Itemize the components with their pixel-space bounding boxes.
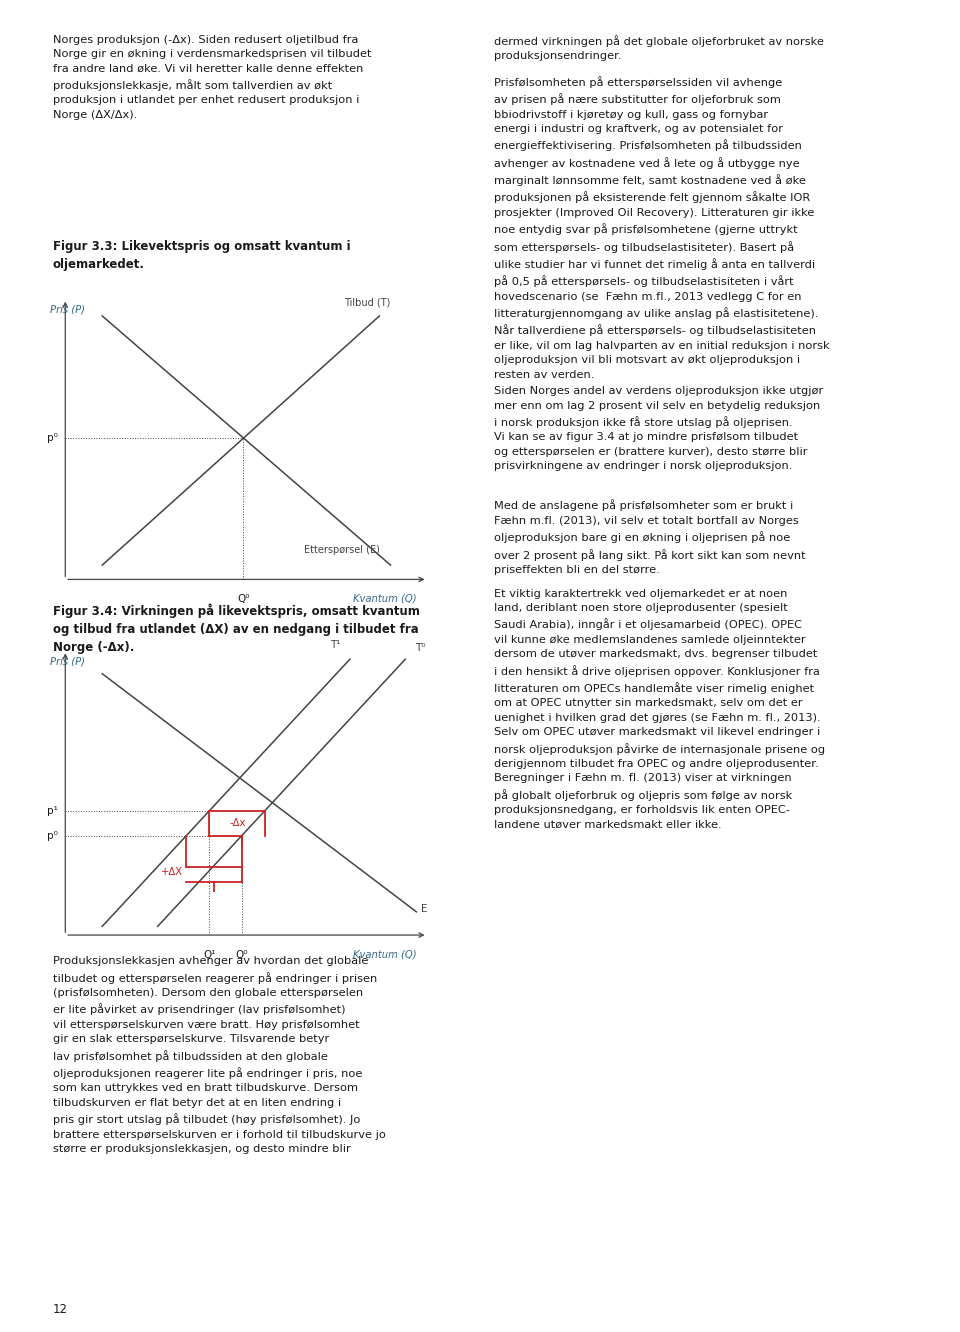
Text: E: E	[420, 904, 427, 914]
Text: Etterspørsel (E): Etterspørsel (E)	[303, 545, 379, 555]
Text: dermed virkningen på det globale oljeforbruket av norske
produksjonsendringer.: dermed virkningen på det globale oljefor…	[494, 35, 825, 61]
Text: Pris (P): Pris (P)	[51, 657, 85, 666]
Text: Figur 3.4: Virkningen på likevektspris, omsatt kvantum
og tilbud fra utlandet (Δ: Figur 3.4: Virkningen på likevektspris, …	[53, 603, 420, 654]
Text: p⁰: p⁰	[47, 433, 58, 444]
Text: Produksjonslekkasjen avhenger av hvordan det globale
tilbudet og etterspørselen : Produksjonslekkasjen avhenger av hvordan…	[53, 956, 386, 1154]
Text: Q⁰: Q⁰	[237, 594, 250, 603]
Text: p¹: p¹	[47, 806, 58, 817]
Text: Tilbud (T): Tilbud (T)	[344, 297, 391, 308]
Text: Et viktig karaktertrekk ved oljemarkedet er at noen
land, deriblant noen store o: Et viktig karaktertrekk ved oljemarkedet…	[494, 589, 826, 830]
Text: Q¹: Q¹	[203, 950, 216, 959]
Text: T⁰: T⁰	[415, 643, 425, 654]
Text: Figur 3.3: Likevektspris og omsatt kvantum i
oljemarkedet.: Figur 3.3: Likevektspris og omsatt kvant…	[53, 240, 350, 270]
Text: T¹: T¹	[330, 641, 341, 650]
Text: Kvantum (Q): Kvantum (Q)	[352, 594, 417, 603]
Text: Pris (P): Pris (P)	[51, 305, 85, 314]
Text: Kvantum (Q): Kvantum (Q)	[352, 950, 417, 959]
Text: Prisfølsomheten på etterspørselssiden vil avhenge
av prisen på nære substitutter: Prisfølsomheten på etterspørselssiden vi…	[494, 76, 830, 380]
Text: +ΔX: +ΔX	[160, 867, 182, 878]
Text: Q⁰: Q⁰	[235, 950, 248, 959]
Text: Norges produksjon (-Δx). Siden redusert oljetilbud fra
Norge gir en økning i ver: Norges produksjon (-Δx). Siden redusert …	[53, 35, 372, 120]
Text: 12: 12	[53, 1303, 68, 1316]
Text: Med de anslagene på prisfølsomheter som er brukt i
Fæhn m.fl. (2013), vil selv e: Med de anslagene på prisfølsomheter som …	[494, 500, 806, 575]
Text: Siden Norges andel av verdens oljeproduksjon ikke utgjør
mer enn om lag 2 prosen: Siden Norges andel av verdens oljeproduk…	[494, 386, 824, 472]
Text: -Δx: -Δx	[229, 818, 246, 829]
Text: p⁰: p⁰	[47, 831, 58, 840]
